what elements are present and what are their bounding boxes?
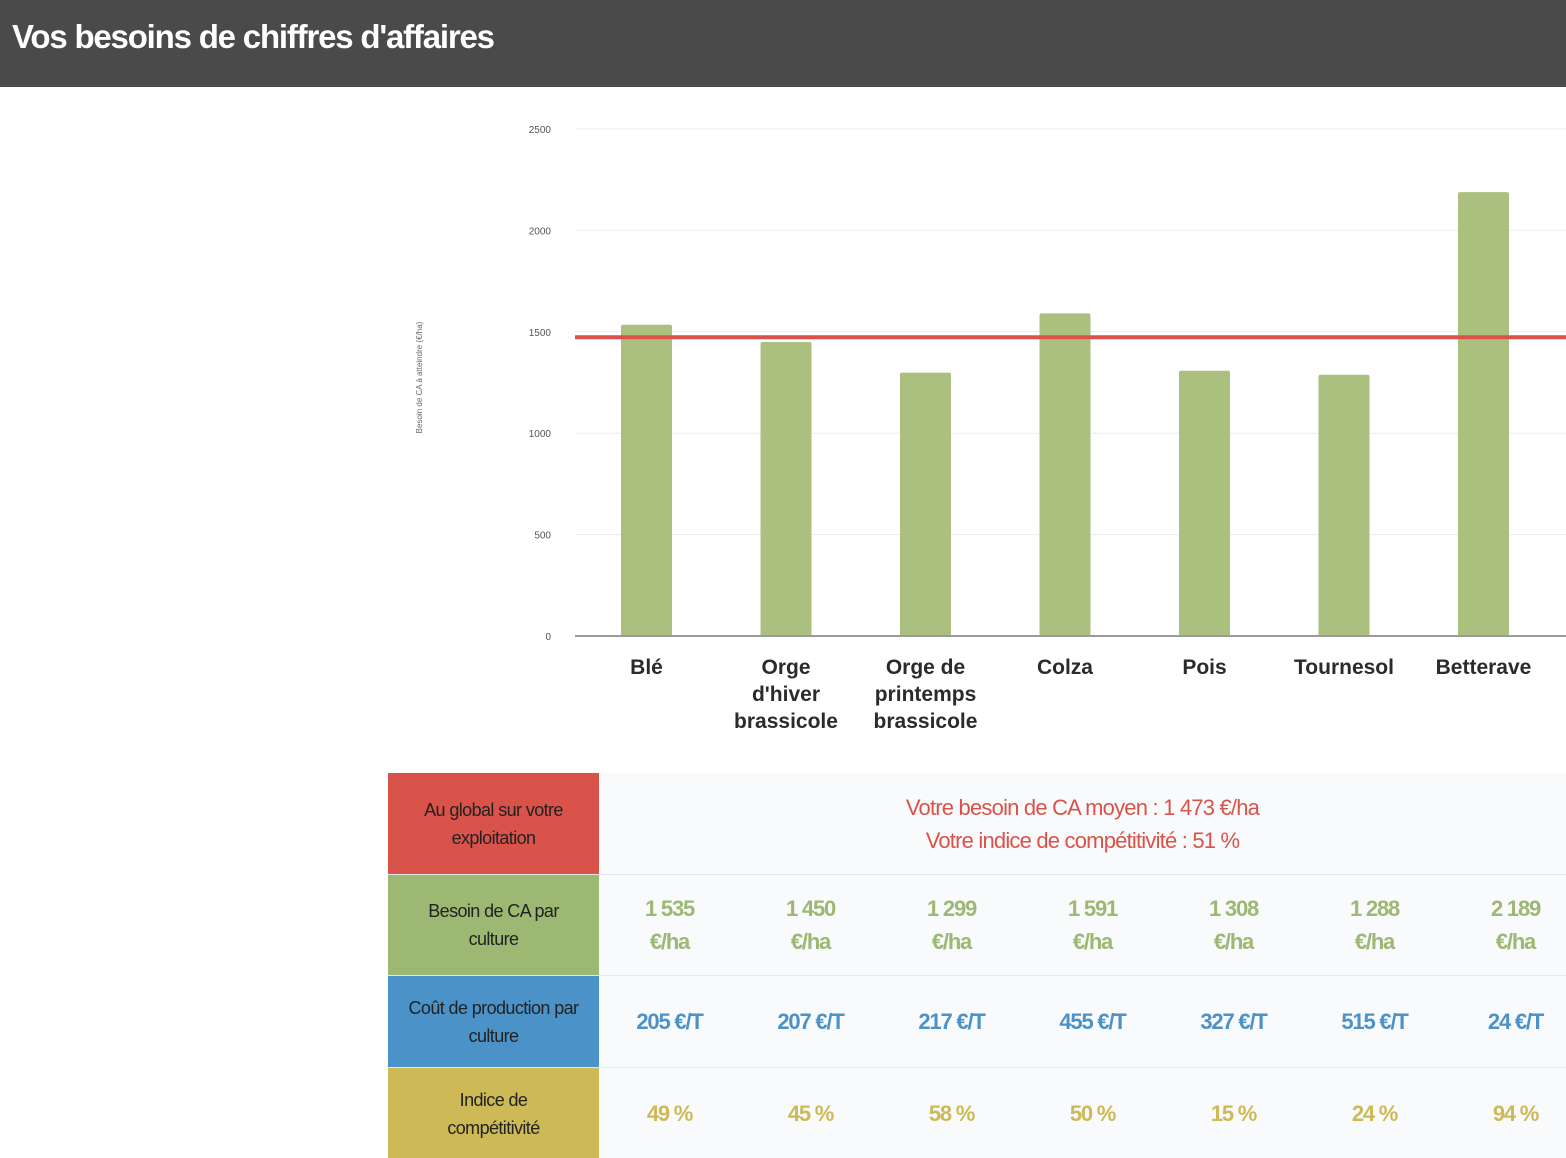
- table-cell: 217 €/T: [918, 1009, 985, 1034]
- global-row: Au global sur votre exploitation Votre b…: [388, 773, 1566, 875]
- x-tick-label: Pois: [1182, 656, 1226, 679]
- table-cell: 1 308 €/ha: [1208, 896, 1259, 954]
- competitiveness-text: Votre indice de compétitivité : 51 %: [925, 827, 1240, 853]
- average-need-text: Votre besoin de CA moyen : 1 473 €/ha: [905, 794, 1260, 820]
- bar-0: [621, 324, 672, 636]
- x-tick-label: Orge de printemps brassicole: [874, 656, 978, 733]
- y-tick-label: 0: [545, 632, 551, 643]
- table-cell: 45 %: [787, 1101, 835, 1126]
- table-cell: 1 299 €/ha: [926, 896, 977, 954]
- global-summary: Votre besoin de CA moyen : 1 473 €/ha Vo…: [599, 773, 1566, 874]
- table-cell: 205 €/T: [636, 1009, 703, 1034]
- need-per-crop-row: Besoin de CA par culture 1 535 €/ha 1 450…: [388, 875, 1566, 976]
- competitiveness-row: Indice de compétitivité 49 % 45 % 58 % 50 %…: [388, 1068, 1566, 1158]
- bar-6: [1458, 192, 1509, 636]
- need-per-crop-label: Besoin de CA par culture: [428, 901, 559, 949]
- need-per-crop-header: Besoin de CA par culture: [388, 875, 599, 975]
- table-cell: 50 %: [1069, 1101, 1117, 1126]
- bar-4: [1179, 370, 1230, 636]
- y-tick-label: 2500: [529, 125, 552, 136]
- x-tick-label: Tournesol: [1294, 656, 1394, 679]
- bar-1: [760, 341, 812, 636]
- bar-3: [1039, 313, 1091, 636]
- competitiveness-label: Indice de compétitivité: [447, 1089, 540, 1138]
- table-cell: 15 %: [1210, 1101, 1258, 1126]
- bar-2: [900, 372, 951, 636]
- y-tick-label: 1500: [529, 328, 552, 339]
- global-row-header: Au global sur votre exploitation: [388, 773, 599, 874]
- bar-5: [1318, 374, 1370, 636]
- production-cost-header: Coût de production par culture: [388, 976, 599, 1067]
- global-row-label: Au global sur votre exploitation: [424, 799, 563, 848]
- competitiveness-header: Indice de compétitivité: [388, 1068, 599, 1158]
- y-tick-label: 500: [534, 531, 551, 542]
- table-cell: 1 535 €/ha: [644, 896, 695, 954]
- page-title: Vos besoins de chiffres d'affaires: [12, 18, 495, 55]
- y-tick-label: 2000: [529, 226, 552, 237]
- production-cost-row: Coût de production par culture 205 €/T 20…: [388, 976, 1566, 1068]
- table-cell: 24 €/T: [1487, 1009, 1544, 1034]
- y-axis-title: Besoin de CA à atteindre (€/ha): [415, 321, 424, 433]
- table-cell: 455 €/T: [1059, 1009, 1126, 1034]
- table-cell: 515 €/T: [1341, 1009, 1408, 1034]
- table-cell: 24 %: [1351, 1101, 1399, 1126]
- production-cost-label: Coût de production par culture: [408, 997, 580, 1046]
- page-header: Vos besoins de chiffres d'affaires: [0, 0, 1566, 87]
- table-cell: 1 591 €/ha: [1067, 896, 1118, 954]
- table-cell: 94 %: [1492, 1101, 1540, 1126]
- table-cell: 1 288 €/ha: [1349, 896, 1400, 954]
- y-tick-label: 1000: [529, 429, 552, 440]
- x-tick-label: Betterave: [1436, 656, 1532, 679]
- table-cell: 49 %: [646, 1101, 694, 1126]
- x-tick-label: Orge d'hiver brassicole: [734, 656, 838, 733]
- summary-table: Au global sur votre exploitation Votre b…: [388, 773, 1566, 1158]
- x-tick-label: Blé: [630, 656, 663, 679]
- x-tick-label: Colza: [1037, 656, 1093, 679]
- revenue-needs-bar-chart: 0 500 1000 1500 2000 2500 Besoin de CA à attei…: [415, 125, 1566, 733]
- table-cell: 2 189 €/ha: [1490, 896, 1541, 954]
- table-cell: 327 €/T: [1200, 1009, 1267, 1034]
- table-cell: 58 %: [928, 1101, 976, 1126]
- table-cell: 1 450 €/ha: [785, 896, 836, 954]
- table-cell: 207 €/T: [777, 1009, 844, 1034]
